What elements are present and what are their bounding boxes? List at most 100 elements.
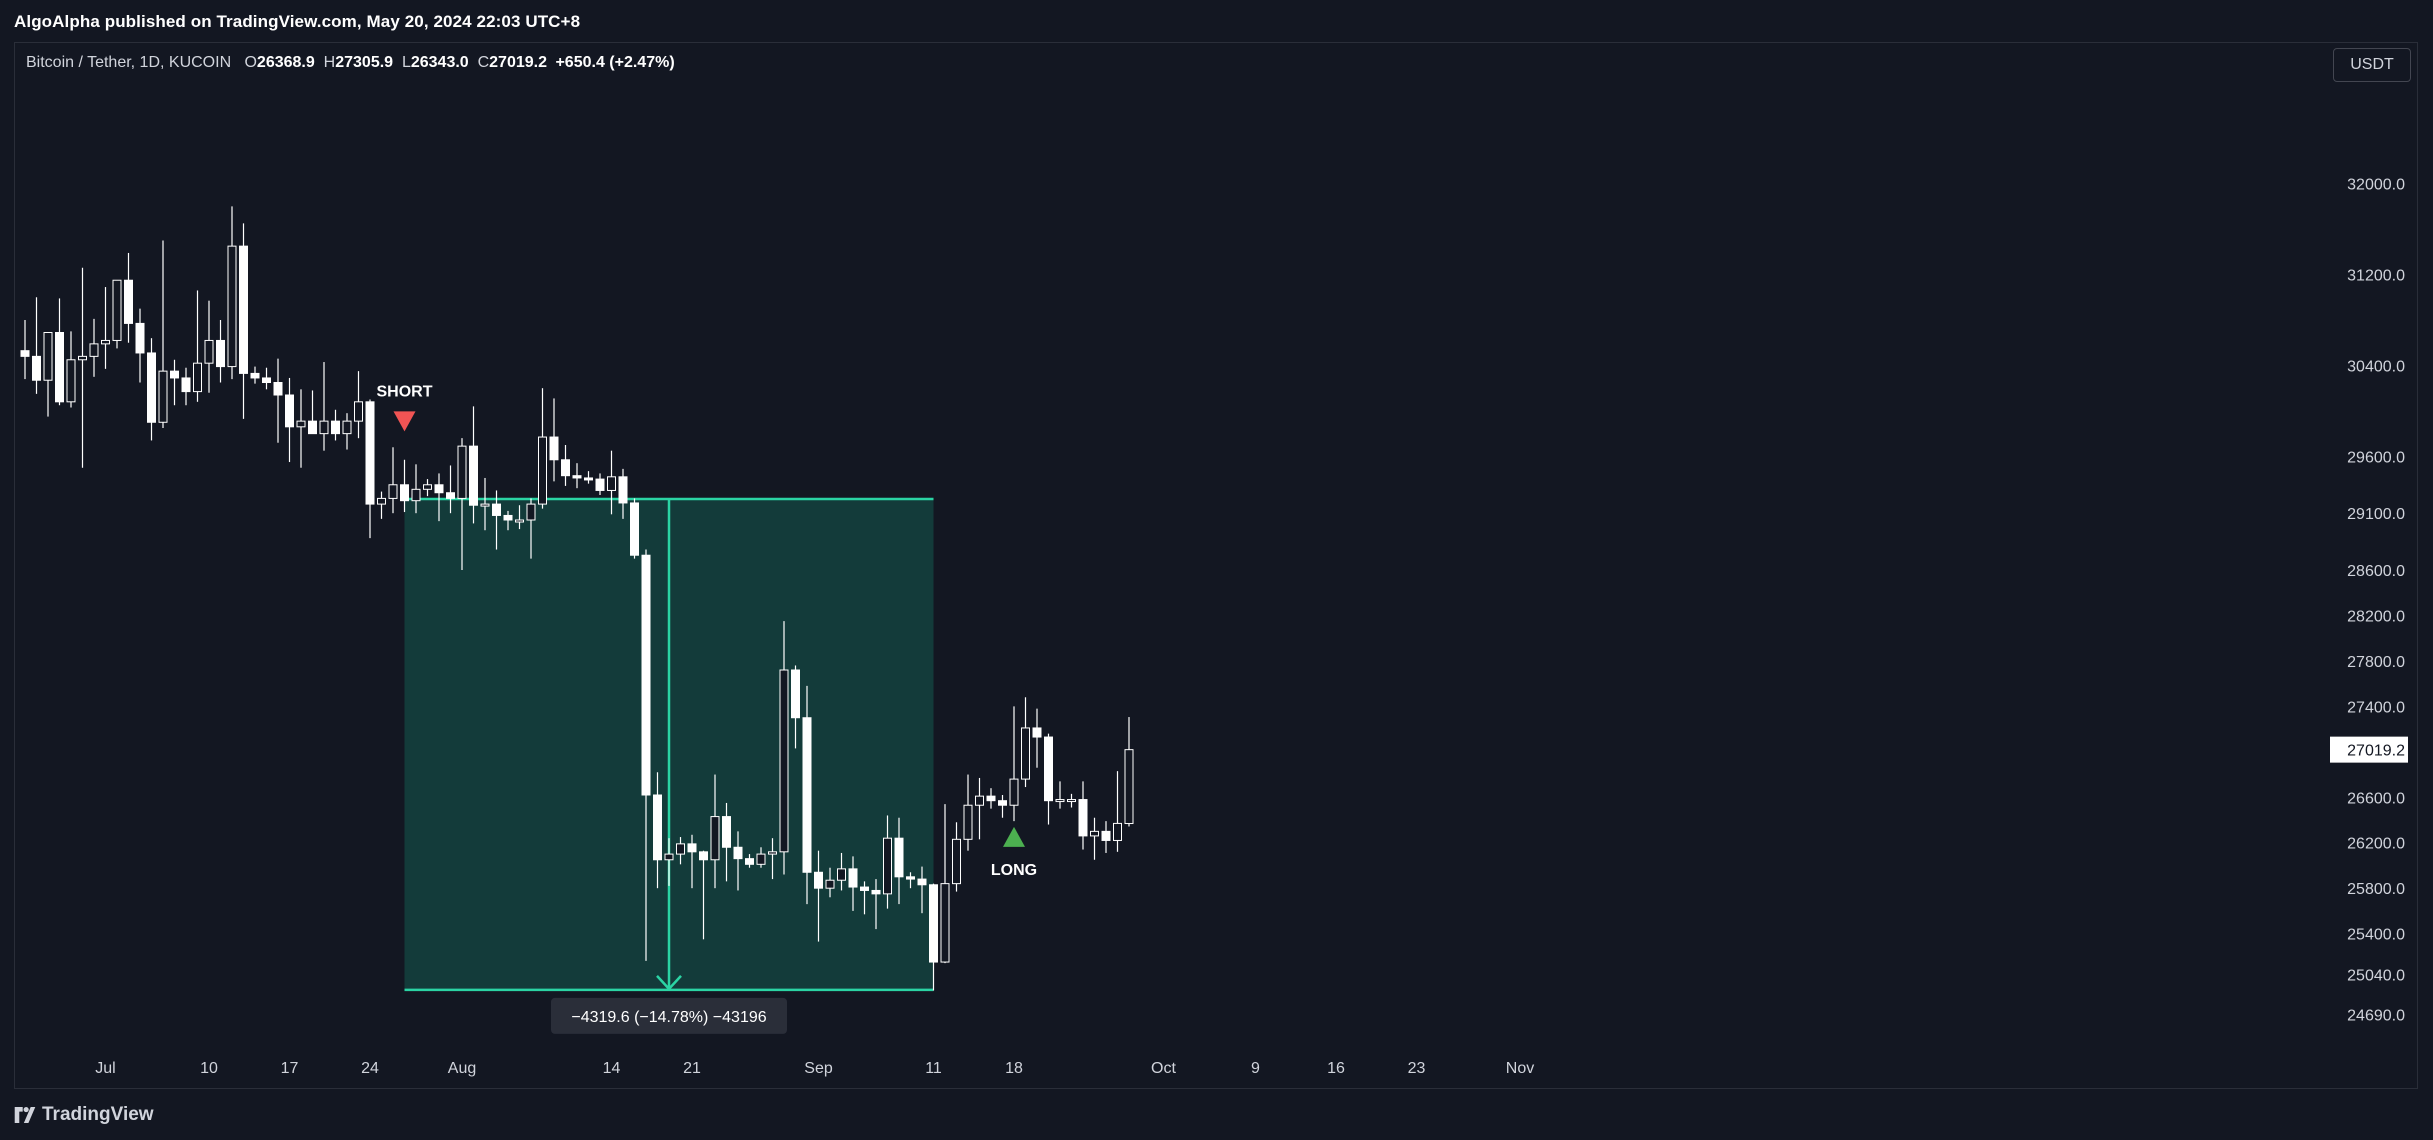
candle-body[interactable] (883, 837, 892, 895)
candle-body[interactable] (434, 484, 444, 494)
candle-body[interactable] (135, 322, 145, 354)
candle-body[interactable] (906, 876, 915, 880)
candle-body[interactable] (722, 816, 731, 848)
candle-body[interactable] (411, 488, 421, 502)
candle-body[interactable] (526, 503, 536, 521)
candle-body[interactable] (756, 853, 766, 865)
candle-body[interactable] (1009, 778, 1019, 806)
candle-body[interactable] (779, 669, 789, 853)
candle-body[interactable] (342, 420, 352, 435)
tradingview-logo-icon[interactable] (14, 1107, 36, 1123)
candle-body[interactable] (791, 669, 800, 719)
candle-body[interactable] (423, 484, 432, 490)
candle-body[interactable] (66, 359, 76, 403)
candle-body[interactable] (975, 795, 984, 806)
candle-body[interactable] (1090, 830, 1099, 837)
candle-body[interactable] (354, 401, 363, 422)
candle-body[interactable] (768, 851, 777, 855)
candle-body[interactable] (388, 484, 398, 499)
candle-body[interactable] (860, 886, 869, 891)
candle-body[interactable] (32, 355, 41, 381)
candle-body[interactable] (653, 794, 662, 861)
candle-body[interactable] (227, 245, 237, 368)
candle-body[interactable] (1124, 749, 1134, 825)
candle-body[interactable] (630, 502, 639, 556)
candle-body[interactable] (584, 477, 593, 481)
candle-body[interactable] (825, 879, 835, 889)
candle-body[interactable] (687, 843, 697, 853)
candle-body[interactable] (285, 394, 294, 428)
candle-body[interactable] (193, 362, 202, 393)
candle-body[interactable] (1021, 727, 1030, 780)
candle-body[interactable] (618, 476, 628, 504)
candle-body[interactable] (89, 343, 99, 357)
candle-body[interactable] (641, 554, 651, 796)
candle-body[interactable] (917, 878, 927, 886)
candle-body[interactable] (515, 519, 524, 523)
candle-body[interactable] (170, 370, 179, 379)
candle-body[interactable] (1032, 727, 1042, 738)
candle-body[interactable] (871, 889, 881, 895)
candle-body[interactable] (400, 484, 409, 502)
candle-body[interactable] (538, 436, 547, 505)
candle-body[interactable] (1044, 736, 1053, 802)
candle-body[interactable] (1113, 822, 1122, 841)
candle-body[interactable] (181, 377, 191, 393)
candle-body[interactable] (699, 851, 708, 861)
candle-body[interactable] (561, 459, 570, 477)
candle-body[interactable] (503, 514, 513, 521)
candle-body[interactable] (848, 868, 858, 888)
candle-body[interactable] (595, 478, 605, 491)
candle-body[interactable] (986, 795, 996, 802)
currency-button[interactable]: USDT (2333, 48, 2411, 82)
candle-body[interactable] (273, 382, 283, 396)
candle-body[interactable] (365, 401, 375, 505)
candle-body[interactable] (998, 800, 1007, 806)
candle-body[interactable] (377, 497, 386, 505)
candle-body[interactable] (457, 445, 467, 499)
candle-body[interactable] (963, 804, 973, 840)
candle-body[interactable] (894, 837, 904, 878)
candle-body[interactable] (710, 816, 720, 861)
candle-body[interactable] (1055, 799, 1065, 803)
candle-body[interactable] (296, 420, 306, 428)
candle-body[interactable] (492, 503, 501, 516)
candle-body[interactable] (802, 717, 812, 873)
candle-body[interactable] (745, 858, 754, 865)
candle-body[interactable] (1078, 799, 1088, 837)
candle-body[interactable] (1101, 830, 1111, 841)
footer-brand[interactable]: TradingView (42, 1104, 154, 1125)
candle-body[interactable] (101, 339, 110, 345)
candle-body[interactable] (262, 377, 271, 384)
candle-body[interactable] (216, 339, 225, 368)
candle-body[interactable] (940, 883, 950, 963)
candle-body[interactable] (319, 420, 329, 435)
candle-body[interactable] (1067, 799, 1076, 803)
candle-body[interactable] (469, 445, 478, 506)
candle-body[interactable] (480, 503, 490, 507)
candle-body[interactable] (20, 350, 30, 357)
candle-body[interactable] (55, 332, 64, 403)
candle-body[interactable] (250, 372, 260, 379)
candle-body[interactable] (837, 868, 846, 881)
candle-body[interactable] (733, 846, 743, 860)
candle-body[interactable] (308, 420, 317, 435)
candle-body[interactable] (112, 279, 122, 341)
candle-body[interactable] (239, 245, 248, 374)
candle-body[interactable] (43, 332, 53, 381)
candle-body[interactable] (549, 436, 559, 461)
candle-body[interactable] (331, 420, 340, 435)
candle-body[interactable] (78, 355, 87, 361)
candle-body[interactable] (158, 370, 168, 423)
candle-body[interactable] (952, 838, 961, 885)
candle-body[interactable] (572, 475, 582, 479)
candle-body[interactable] (929, 884, 938, 963)
candle-body[interactable] (664, 853, 674, 861)
candle-body[interactable] (814, 871, 823, 889)
candle-body[interactable] (446, 492, 455, 499)
candle-body[interactable] (124, 279, 133, 324)
candle-body[interactable] (676, 843, 685, 855)
candle-body[interactable] (204, 339, 214, 364)
candle-body[interactable] (147, 352, 156, 423)
